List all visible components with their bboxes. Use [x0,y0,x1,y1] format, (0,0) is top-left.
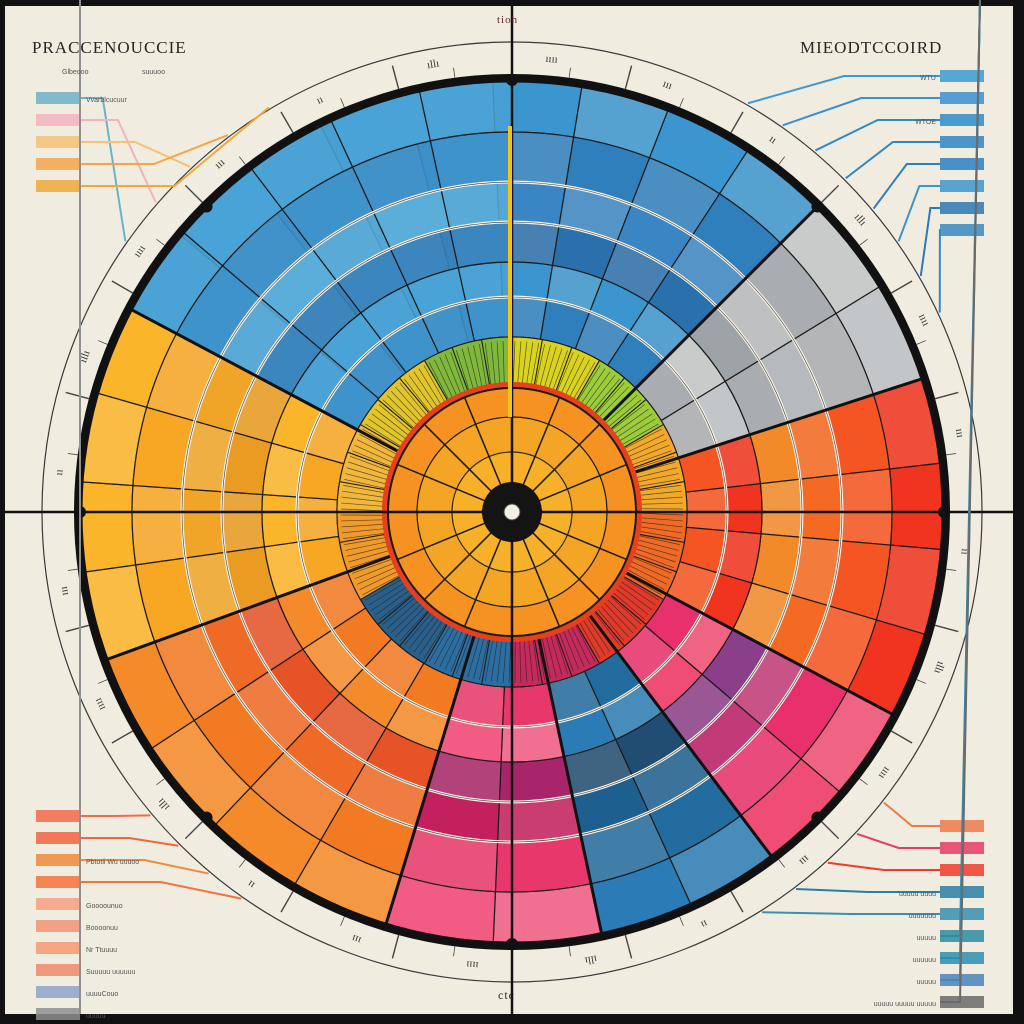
ring-node [811,811,824,824]
ring-node [811,200,824,213]
legend-label: Vvarblcucuur [86,97,128,104]
svg-text:ıı: ıı [767,133,779,146]
svg-text:ııı: ııı [797,853,812,868]
legend-swatch [36,136,80,148]
svg-text:ıııı: ıııı [92,696,108,712]
svg-text:ııı: ııı [58,585,71,596]
legend-label: WTU [920,75,936,82]
legend-swatch [36,854,80,866]
legend-swatch [36,920,80,932]
legend-swatch [36,898,80,910]
svg-text:ıllı: ıllı [426,57,440,71]
svg-text:ıııı: ıııı [131,243,148,260]
legend-swatch [940,224,984,236]
legend-label: WTOE [915,119,936,126]
legend-swatch [36,1008,80,1020]
ring-node [938,506,950,518]
title-left: PRACCENOUCCIE [32,38,187,57]
svg-text:Glbeooo: Glbeooo [62,69,89,76]
svg-text:ıııı: ıııı [916,312,932,328]
svg-text:ıllı: ıllı [931,660,946,676]
legend-swatch [36,180,80,192]
legend-swatch [940,974,984,986]
bottom-marker-label: ctc [498,988,515,1002]
legend-swatch [940,996,984,1008]
svg-text:ıııı: ıııı [545,53,558,66]
legend-swatch [940,114,984,126]
sector-pink-bottom [384,635,603,945]
svg-text:ııı: ııı [350,932,363,946]
legend-label: uuuuu [917,935,937,942]
sector-red-orange [625,377,945,716]
legend-swatch [36,964,80,976]
svg-text:ıllı: ıllı [155,796,172,813]
legend-swatch [36,810,80,822]
legend-label: Nr Ttuuuu [86,947,117,954]
legend-label: uuuuu uuuuu uuuuu [874,1001,936,1008]
ring-node [200,200,213,213]
legend-top-right: WTU WTOE [747,70,984,313]
hub-center [503,503,521,521]
ring-node [200,811,213,824]
legend-top-left: Vvarblcucuur [36,92,270,242]
svg-text:ııı: ııı [661,78,674,92]
ring-node [506,938,518,950]
svg-text:ıııı: ıııı [466,958,479,971]
legend-swatch [940,158,984,170]
svg-text:suuuoo: suuuoo [142,69,165,76]
title-right: MIEODTCCOIRD [800,38,943,57]
legend-label: uuuuu [917,979,937,986]
svg-text:ııı: ııı [953,428,966,439]
svg-text:ıı: ıı [699,917,710,930]
legend-swatch [36,114,80,126]
legend-swatch [940,136,984,148]
legend-label: uuuuuu [913,957,936,964]
legend-label: uuuuu [86,1013,106,1020]
svg-text:ııı: ııı [213,156,228,171]
legend-label: Pbtotii Wu uuuoo [86,859,139,866]
svg-text:ıllı: ıllı [77,349,92,365]
legend-swatch [36,832,80,844]
svg-text:ıllı: ıllı [584,953,598,967]
legend-swatch [36,158,80,170]
legend-label: uuuuu uuuu [899,891,936,898]
svg-text:ıı: ıı [315,93,326,106]
legend-swatch [36,986,80,998]
svg-text:ıııı: ıııı [876,764,893,781]
legend-bottom-left: Pbtotii Wu uuuoo Goooounuo Boooonuu Nr Ttuu… [36,0,242,1020]
ring-node [506,74,518,86]
svg-text:ıı: ıı [53,469,65,476]
legend-swatch [940,952,984,964]
svg-text:ıı: ıı [958,548,970,555]
legend-swatch [940,70,984,82]
svg-text:ıı: ıı [245,878,257,891]
legend-top-left-header: Glbeooo suuuoo [62,69,165,76]
legend-swatch [36,942,80,954]
legend-label: uuuuuuu [909,913,936,920]
legend-label: Goooounuo [86,903,123,910]
top-marker-label: tioh [497,14,519,26]
legend-swatch [940,202,984,214]
legend-swatch [36,92,80,104]
legend-label: Boooonuu [86,925,118,932]
legend-label: uuuuCouo [86,991,118,998]
legend-swatch [36,876,80,888]
sector-yellow [79,308,399,661]
svg-text:ıllı: ıllı [852,211,869,228]
legend-swatch [940,92,984,104]
legend-swatch [940,180,984,192]
legend-label: Suuuuu uuuuuu [86,969,136,976]
